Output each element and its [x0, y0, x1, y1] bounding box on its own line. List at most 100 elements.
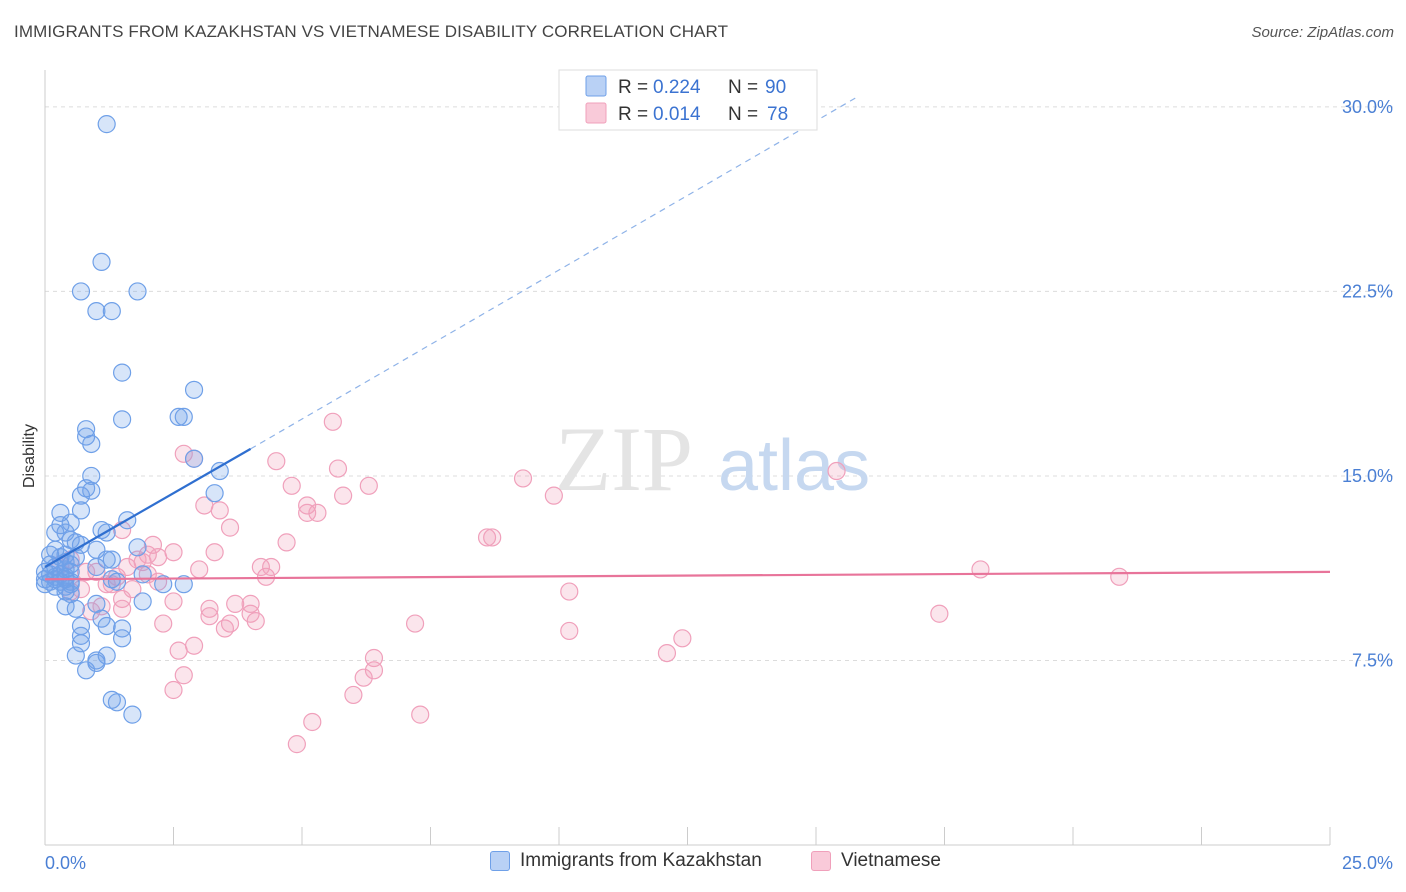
- vietnamese-point: [220, 614, 240, 633]
- kazakhstan-point: [107, 572, 127, 591]
- kazakhstan-point: [112, 363, 132, 382]
- vietnamese-point: [164, 543, 183, 562]
- kazakhstan-trend-extension: [250, 96, 858, 450]
- vietnamese-point: [200, 599, 219, 618]
- vietnamese-point: [169, 641, 188, 660]
- vietnamese-point: [174, 666, 193, 685]
- vietnamese-point: [112, 599, 132, 618]
- legend-r-value-blue: 0.224: [653, 77, 701, 98]
- vietnamese-point: [164, 592, 183, 611]
- kazakhstan-point: [71, 486, 91, 505]
- vietnamese-point: [77, 562, 96, 582]
- y-tick-labels: 7.5% 15.0% 22.5% 30.0%: [1342, 97, 1393, 671]
- x-tick-label: 0.0%: [45, 853, 86, 873]
- vietnamese-point: [200, 607, 219, 626]
- watermark-atlas: atlas: [718, 426, 870, 506]
- vietnamese-point: [560, 621, 579, 641]
- kazakhstan-point: [174, 407, 193, 427]
- vietnamese-point: [190, 560, 209, 579]
- kazakhstan-point: [77, 661, 96, 680]
- kazakhstan-point: [87, 557, 106, 577]
- kazakhstan-point: [128, 538, 147, 557]
- kazakhstan-trend-line: [44, 447, 252, 568]
- vietnamese-point: [560, 582, 579, 601]
- legend-swatch-kazakhstan: [490, 851, 510, 871]
- legend-n-value-pink: 78: [767, 104, 788, 125]
- legend-n-label-pink: N =: [728, 104, 758, 125]
- legend-r-value-pink: 0.014: [653, 104, 701, 125]
- kazakhstan-point: [133, 565, 152, 584]
- legend-label-vietnamese: Vietnamese: [841, 850, 941, 871]
- kazakhstan-point: [102, 302, 121, 321]
- vietnamese-point: [411, 705, 430, 724]
- vietnamese-point: [1110, 567, 1129, 586]
- kazakhstan-point: [71, 501, 91, 520]
- kazakhstan-point: [128, 282, 147, 301]
- vietnamese-point: [123, 580, 142, 599]
- kazakhstan-point: [112, 629, 132, 648]
- source-credit: Source: ZipAtlas.com: [1251, 24, 1394, 41]
- kazakhstan-point: [112, 410, 132, 429]
- kazakhstan-point: [56, 560, 75, 579]
- watermark-zip: ZIP: [555, 408, 693, 510]
- legend-item-vietnamese[interactable]: Vietnamese: [811, 850, 941, 872]
- vietnamese-point: [174, 444, 193, 463]
- legend-swatch-pink: [585, 102, 607, 124]
- kazakhstan-point: [87, 302, 106, 321]
- vietnamese-point: [673, 629, 692, 648]
- kazakhstan-point: [154, 575, 173, 594]
- vietnamese-trend-line: [44, 570, 1331, 581]
- axes: [44, 70, 1331, 846]
- vietnamese-point: [405, 614, 425, 633]
- legend-n-label-blue: N =: [728, 77, 758, 98]
- kazakhstan-point: [97, 550, 116, 569]
- vietnamese-point: [308, 503, 327, 522]
- kazakhstan-point: [97, 646, 116, 665]
- kazakhstan-point: [205, 484, 224, 503]
- vietnamese-points: [51, 412, 1129, 754]
- kazakhstan-point: [184, 380, 204, 399]
- kazakhstan-point: [97, 616, 116, 636]
- vietnamese-point: [226, 594, 245, 613]
- kazakhstan-point: [71, 626, 91, 645]
- x-tick-labels: 0.0% 25.0%: [45, 853, 1393, 873]
- kazakhstan-point: [71, 282, 91, 301]
- kazakhstan-point: [82, 481, 101, 500]
- vietnamese-point: [657, 643, 677, 663]
- vietnamese-point: [328, 459, 348, 478]
- vietnamese-point: [282, 476, 301, 495]
- kazakhstan-point: [112, 619, 132, 638]
- vietnamese-point: [220, 518, 240, 537]
- trend-lines: [44, 96, 1331, 581]
- y-tick-label: 30.0%: [1342, 97, 1393, 117]
- legend-item-kazakhstan[interactable]: Immigrants from Kazakhstan: [490, 850, 762, 872]
- vietnamese-point: [364, 661, 384, 680]
- kazakhstan-point: [87, 653, 106, 673]
- vietnamese-point: [323, 412, 342, 431]
- legend-swatch-blue: [585, 75, 607, 97]
- legend-r-label-pink: R =: [618, 104, 648, 125]
- chart-title: IMMIGRANTS FROM KAZAKHSTAN VS VIETNAMESE…: [14, 22, 729, 41]
- y-tick-label: 22.5%: [1342, 281, 1393, 301]
- kazakhstan-point: [102, 550, 121, 569]
- vietnamese-point: [87, 562, 106, 582]
- vietnamese-point: [148, 548, 168, 567]
- y-tick-label: 15.0%: [1342, 466, 1393, 486]
- series-legend: Immigrants from Kazakhstan Vietnamese: [0, 850, 1406, 880]
- kazakhstan-point: [169, 407, 188, 427]
- kazakhstan-point: [92, 252, 111, 272]
- vietnamese-point: [364, 648, 384, 668]
- vietnamese-point: [241, 594, 260, 613]
- vietnamese-point: [483, 528, 502, 547]
- vietnamese-point: [303, 712, 322, 732]
- watermark: ZIP atlas: [555, 408, 870, 510]
- vietnamese-point: [246, 612, 265, 631]
- legend-r-label-blue: R =: [618, 77, 648, 98]
- kazakhstan-points: [35, 115, 229, 724]
- kazakhstan-point: [66, 599, 85, 618]
- vietnamese-point: [513, 469, 533, 488]
- y-axis-label: Disability: [21, 424, 38, 488]
- legend-label-kazakhstan: Immigrants from Kazakhstan: [520, 850, 762, 871]
- vietnamese-point: [930, 604, 949, 623]
